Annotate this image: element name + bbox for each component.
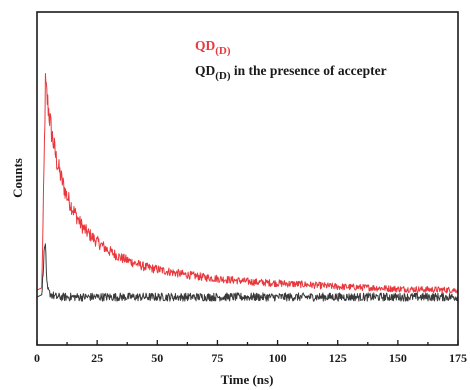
x-tick-label: 150	[389, 351, 407, 365]
series-qd-d-accepter-line	[36, 243, 459, 302]
y-axis-label: Counts	[10, 158, 25, 198]
legend-entry-qd-d-accepter-sub: (D)	[215, 70, 231, 82]
x-tick-label: 125	[329, 351, 347, 365]
legend-entry-qd-d-accepter: QD(D) in the presence of accepter	[195, 63, 387, 82]
x-ticks: 0 25 50 75 100 125 150 175	[34, 340, 467, 365]
x-tick-label: 100	[269, 351, 287, 365]
series-layer	[36, 73, 459, 302]
series-qd-d-line	[36, 73, 459, 294]
legend-entry-qd-d-accepter-main: QD	[195, 63, 216, 78]
x-tick-label: 25	[91, 351, 103, 365]
x-axis-label: Time (ns)	[221, 372, 274, 387]
legend-entry-qd-d-sub: (D)	[215, 45, 231, 57]
x-tick-label: 75	[211, 351, 223, 365]
legend-entry-qd-d-main: QD	[195, 38, 216, 53]
legend: QD(D) QD(D) in the presence of accepter	[195, 38, 387, 82]
legend-entry-qd-d: QD(D)	[195, 38, 231, 57]
x-tick-label: 175	[449, 351, 467, 365]
x-tick-label: 50	[151, 351, 163, 365]
legend-entry-qd-d-accepter-suffix: in the presence of accepter	[231, 63, 387, 78]
x-tick-label: 0	[34, 351, 40, 365]
